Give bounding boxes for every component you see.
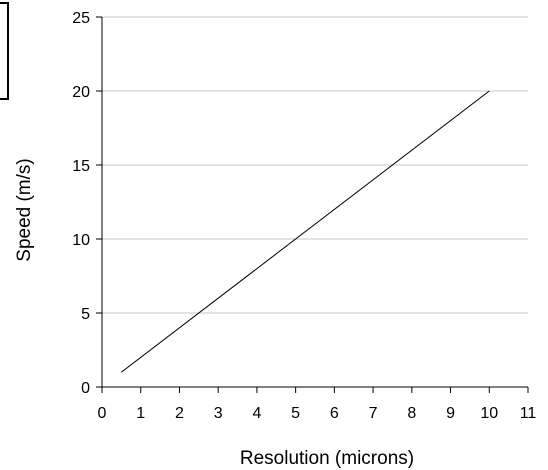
- x-tick-label: 11: [520, 405, 537, 422]
- x-tick-label: 1: [136, 405, 145, 422]
- x-tick-label: 8: [407, 405, 416, 422]
- x-tick-label: 4: [252, 405, 261, 422]
- series-group: [121, 90, 490, 373]
- x-tick-label: 5: [291, 405, 300, 422]
- y-tick-label: 15: [72, 158, 90, 175]
- x-tick-label: 2: [175, 405, 184, 422]
- x-tick-label: 9: [446, 405, 455, 422]
- y-tick-label: 0: [81, 380, 90, 397]
- series-line: [121, 90, 490, 373]
- y-tick-label: 25: [72, 10, 90, 27]
- x-axis-title: Resolution (microns): [240, 448, 414, 469]
- y-tick-label: 20: [72, 84, 90, 101]
- x-tick-label: 3: [214, 405, 223, 422]
- x-tick-label: 0: [98, 405, 107, 422]
- legend-box-fragment: [0, 2, 9, 100]
- y-axis-title: Speed (m/s): [14, 158, 35, 261]
- y-tick-label: 10: [72, 232, 90, 249]
- axes: [101, 17, 528, 388]
- x-tick-label: 6: [330, 405, 339, 422]
- x-tick-label: 7: [369, 405, 378, 422]
- y-tick-label: 5: [81, 306, 90, 323]
- x-tick-label: 10: [480, 405, 498, 422]
- y-ticks: 0 5 10 15 20 25: [72, 10, 102, 397]
- gridlines: [102, 16, 528, 314]
- x-ticks: 0 1 2 3 4 5 6 7 8 9 10 11: [98, 387, 537, 422]
